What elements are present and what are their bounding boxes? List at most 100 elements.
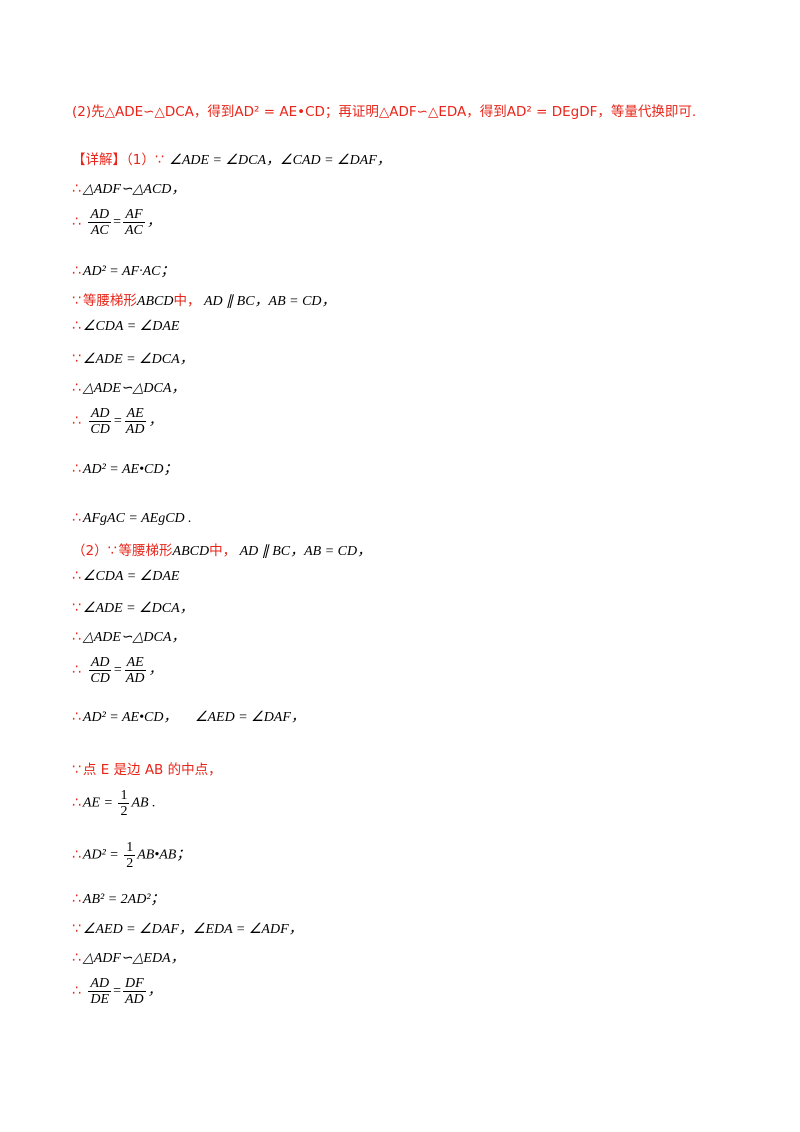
proof-line: ∴ AD² = AF·AC； <box>72 260 174 280</box>
numerator: AD <box>88 207 112 223</box>
math-expr: AD² = <box>82 847 119 863</box>
because-symbol: ∵ <box>72 600 81 616</box>
numerator: AD <box>88 976 112 992</box>
therefore-symbol: ∴ <box>72 181 81 197</box>
proof-line: ∴ ∠CDA = ∠DAE <box>72 318 179 335</box>
fraction: DF AD <box>123 976 146 1007</box>
therefore-symbol: ∴ <box>72 510 81 526</box>
hint-text: (2)先△ADE∽△DCA，得到AD² = AE•CD；再证明△ADF∽△EDA… <box>72 104 697 120</box>
math-expr: △ADF∽△EDA， <box>82 951 185 966</box>
numerator: AD <box>88 406 112 422</box>
proof-line: ∴ ∠CDA = ∠DAE <box>72 568 179 585</box>
proof-line: ∵ 点 E 是边 AB 的中点， <box>72 758 222 779</box>
tail-punct: ， <box>146 214 161 230</box>
tail-punct: ， <box>290 710 305 725</box>
proof-line: ∴ △ADF∽△EDA， <box>72 947 185 967</box>
denominator: AC <box>125 223 143 238</box>
math-expr: AB² = 2AD²； <box>82 892 165 907</box>
math-expr: ∠CDA = ∠DAE <box>82 569 180 584</box>
math-expr: ∠AED = ∠DAF，∠EDA = ∠ADF， <box>82 922 303 937</box>
math-expr: AD ∥ BC，AB = CD， <box>203 294 336 309</box>
proof-line: ∵ ∠ADE = ∠DCA， <box>72 597 194 617</box>
fraction: AD DE <box>88 976 112 1007</box>
math-expr: AD² = AE•CD， <box>82 710 178 725</box>
math-expr: ABCD <box>136 294 174 309</box>
math-expr: ABCD <box>172 544 210 559</box>
fraction: AD CD <box>88 655 112 686</box>
denominator: 2 <box>120 804 128 819</box>
fraction: AD CD <box>88 406 112 437</box>
fraction: AE AD <box>124 406 147 437</box>
math-expr: AD ∥ BC，AB = CD， <box>239 544 372 559</box>
tail-punct: ， <box>148 662 163 678</box>
numerator: AE <box>124 406 146 422</box>
proof-line: ∴ △ADE∽△DCA， <box>72 626 185 646</box>
because-symbol: ∵ <box>107 543 117 559</box>
equals-sign: = <box>113 983 121 999</box>
numerator: AE <box>124 655 146 671</box>
proof-line: ∵ ∠ADE = ∠DCA， <box>72 348 194 368</box>
denominator: 2 <box>126 856 134 871</box>
proof-line: ∴ AD CD = AE AD， <box>72 655 162 686</box>
proof-line: ∵ ∠AED = ∠DAF，∠EDA = ∠ADF， <box>72 918 303 938</box>
tail-punct: ， <box>148 413 163 429</box>
therefore-symbol: ∴ <box>72 263 81 279</box>
text-segment: 点 E 是边 AB 的中点， <box>82 762 222 778</box>
because-symbol: ∵ <box>154 152 164 168</box>
denominator: AD <box>125 992 144 1007</box>
fraction: AF AC <box>123 207 145 238</box>
equals-sign: = <box>113 662 122 678</box>
therefore-symbol: ∴ <box>72 213 81 230</box>
math-expr: ∠ADE = ∠DCA， <box>82 352 194 367</box>
because-symbol: ∵ <box>72 762 81 778</box>
numerator: AD <box>88 655 112 671</box>
therefore-symbol: ∴ <box>72 982 81 999</box>
denominator: AD <box>125 671 145 686</box>
proof-line: ∴ △ADE∽△DCA， <box>72 377 185 397</box>
math-expr: AFgAC = AEgCD . <box>82 511 192 526</box>
text-segment: 中， <box>173 293 201 309</box>
math-expr: AD² = AE•CD <box>82 462 164 477</box>
math-expr: △ADE∽△DCA， <box>82 381 186 396</box>
part-label: （1） <box>126 152 155 168</box>
math-expr: AB•AB； <box>137 847 191 863</box>
part-label: （2） <box>72 543 108 559</box>
text-segment: 等腰梯形 <box>82 293 137 309</box>
therefore-symbol: ∴ <box>72 794 81 811</box>
math-expr: AD² = AF·AC； <box>82 264 175 279</box>
equals-sign: = <box>113 413 122 429</box>
proof-line: ∴ AD DE = DF AD， <box>72 976 162 1007</box>
hint-line-2: (2)先△ADE∽△DCA，得到AD² = AE•CD；再证明△ADF∽△EDA… <box>72 100 696 121</box>
denominator: AD <box>125 422 145 437</box>
proof-line: ∴ AD CD = AE AD， <box>72 406 162 437</box>
proof-line: ∴ AD² = AE•CD； <box>72 458 177 478</box>
math-expr: ∠CDA = ∠DAE <box>82 319 180 334</box>
math-expr: ∠AED = ∠DAF <box>194 710 291 725</box>
fraction: AE AD <box>124 655 147 686</box>
proof-line: ∴ AB² = 2AD²； <box>72 888 165 908</box>
therefore-symbol: ∴ <box>72 950 81 966</box>
proof-line: ∴ AFgAC = AEgCD . <box>72 510 192 527</box>
therefore-symbol: ∴ <box>72 568 81 584</box>
therefore-symbol: ∴ <box>72 846 81 863</box>
tail-punct: ； <box>163 462 178 477</box>
detail-label: 【详解】 <box>72 152 126 168</box>
numerator: 1 <box>118 788 130 804</box>
denominator: DE <box>90 992 110 1007</box>
proof-line: ∴ AD² = AE•CD， ∠AED = ∠DAF， <box>72 706 305 726</box>
denominator: AC <box>90 223 109 238</box>
therefore-symbol: ∴ <box>72 380 81 396</box>
because-symbol: ∵ <box>72 921 81 937</box>
proof-line: ∴ AD² = 1 2 AB•AB； <box>72 840 190 871</box>
text-segment: 中， <box>209 543 237 559</box>
therefore-symbol: ∴ <box>72 661 81 678</box>
math-expr: △ADE∽△DCA， <box>82 630 186 645</box>
numerator: AF <box>123 207 145 223</box>
numerator: 1 <box>124 840 136 856</box>
therefore-symbol: ∴ <box>72 318 81 334</box>
math-expr: △ADF∽△ACD， <box>82 182 186 197</box>
tail-punct: ， <box>147 983 162 999</box>
